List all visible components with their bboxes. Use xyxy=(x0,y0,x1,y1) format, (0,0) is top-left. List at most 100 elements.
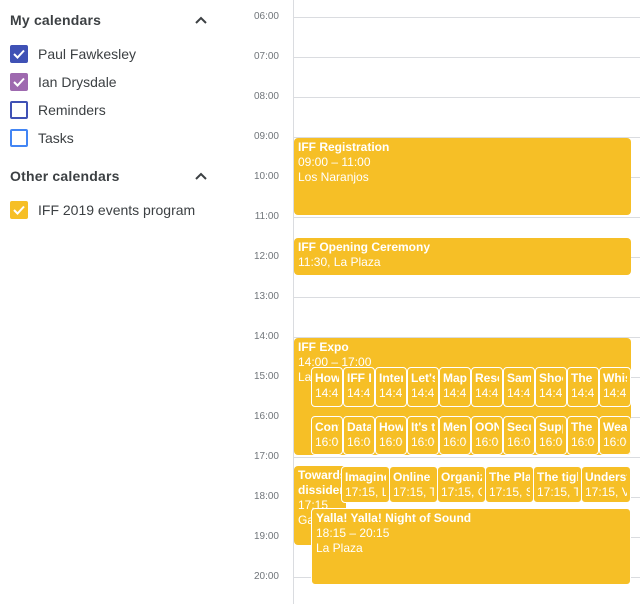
event-session[interactable]: Organiz 17:15, G xyxy=(437,466,486,503)
event-time: 14:45 xyxy=(411,386,435,400)
checkbox-checked-icon[interactable] xyxy=(10,73,28,91)
event-time: 17:15, T xyxy=(393,485,434,499)
event-title: IFF Registration xyxy=(298,140,390,154)
time-label: 18:00 xyxy=(253,491,279,502)
event-session[interactable]: Same 14:45 xyxy=(503,367,535,407)
calendar-item-label: Paul Fawkesley xyxy=(38,46,137,62)
event-title: OONI xyxy=(475,420,499,434)
event-session[interactable]: IFF D 14:45 xyxy=(343,367,375,407)
event-time: 16:00 xyxy=(443,435,467,449)
hour-line xyxy=(293,337,640,338)
event-time: 11:30, La Plaza xyxy=(298,255,381,269)
event-iff-opening-ceremony[interactable]: IFF Opening Ceremony 11:30, La Plaza xyxy=(294,238,631,275)
event-time: 18:15 – 20:15 xyxy=(316,526,390,540)
event-title: Shoo xyxy=(539,371,563,385)
chevron-up-icon[interactable] xyxy=(192,167,210,185)
calendar-item-label: Tasks xyxy=(38,130,74,146)
event-session[interactable]: Whis 14:45 xyxy=(599,367,631,407)
time-label: 15:00 xyxy=(253,371,279,382)
event-session[interactable]: How 14:45 xyxy=(311,367,343,407)
event-location: La xyxy=(298,370,312,384)
other-calendars-header[interactable]: Other calendars xyxy=(10,164,210,188)
event-session[interactable]: Resea 14:45 xyxy=(471,367,503,407)
event-session[interactable]: Shoo 14:45 xyxy=(535,367,567,407)
event-title: Same xyxy=(507,371,531,385)
checkbox-unchecked-icon[interactable] xyxy=(10,101,28,119)
event-time: 09:00 – 11:00 xyxy=(298,155,371,169)
event-session[interactable]: Imagine 17:15, L xyxy=(341,466,390,503)
event-session[interactable]: Supp 16:00 xyxy=(535,416,567,455)
event-time: 16:00 xyxy=(475,435,499,449)
event-session[interactable]: Secu 16:00 xyxy=(503,416,535,455)
time-label: 12:00 xyxy=(253,251,279,262)
event-time: 14:45 xyxy=(571,386,595,400)
time-label: 11:00 xyxy=(254,211,279,222)
event-session[interactable]: Mapp 14:45 xyxy=(439,367,471,407)
time-label: 20:00 xyxy=(253,571,279,582)
hour-line xyxy=(293,17,640,18)
event-session[interactable]: Intern 14:45 xyxy=(375,367,407,407)
event-location: Los Naranjos xyxy=(298,170,369,184)
checkbox-checked-icon[interactable] xyxy=(10,45,28,63)
event-session[interactable]: Weap 16:00 xyxy=(599,416,631,455)
calendar-sidebar: My calendars Paul Fawkesley Ian Drysdale… xyxy=(0,0,225,604)
time-label: 19:00 xyxy=(253,531,279,542)
event-session[interactable]: The n 16:00 xyxy=(567,416,599,455)
calendar-item-paul-fawkesley[interactable]: Paul Fawkesley xyxy=(10,42,210,66)
event-title: Resea xyxy=(475,371,499,385)
event-session[interactable]: Underst 17:15, V xyxy=(581,466,631,503)
event-session[interactable]: How 16:00 xyxy=(375,416,407,455)
calendar-item-ian-drysdale[interactable]: Ian Drysdale xyxy=(10,70,210,94)
time-label: 09:00 xyxy=(253,131,279,142)
event-session[interactable]: Cont 16:00 xyxy=(311,416,343,455)
event-time: 14:00 – 17:00 xyxy=(298,355,372,369)
event-time: 17:15, L xyxy=(345,485,386,499)
event-title: The c xyxy=(571,371,595,385)
event-session[interactable]: Let's 14:45 xyxy=(407,367,439,407)
hour-line xyxy=(293,97,640,98)
hour-line xyxy=(293,137,640,138)
event-title: Data xyxy=(347,420,371,434)
event-time: 17:15, S xyxy=(489,485,530,499)
event-session[interactable]: Men's 16:00 xyxy=(439,416,471,455)
event-time: 14:45 xyxy=(379,386,403,400)
chevron-up-icon[interactable] xyxy=(192,11,210,29)
event-title: Imagine xyxy=(345,470,386,484)
hour-line xyxy=(293,57,640,58)
calendar-item-iff-2019[interactable]: IFF 2019 events program xyxy=(10,198,210,222)
event-title: Organiz xyxy=(441,470,482,484)
event-session[interactable]: The Pla 17:15, S xyxy=(485,466,534,503)
event-session[interactable]: The tigh 17:15, T xyxy=(533,466,582,503)
my-calendars-header[interactable]: My calendars xyxy=(10,8,210,32)
event-iff-registration[interactable]: IFF Registration 09:00 – 11:00 Los Naran… xyxy=(294,138,631,215)
event-title: Yalla! Yalla! Night of Sound xyxy=(316,511,472,525)
event-title: IFF Expo xyxy=(298,340,349,354)
time-label: 14:00 xyxy=(253,331,279,342)
event-time: 16:00 xyxy=(315,435,339,449)
event-title: Underst xyxy=(585,470,627,484)
event-time: 16:00 xyxy=(347,435,371,449)
event-session[interactable]: Data 16:00 xyxy=(343,416,375,455)
calendar-item-reminders[interactable]: Reminders xyxy=(10,98,210,122)
event-session[interactable]: It's tr 16:00 xyxy=(407,416,439,455)
event-session[interactable]: OONI 16:00 xyxy=(471,416,503,455)
calendar-item-tasks[interactable]: Tasks xyxy=(10,126,210,150)
event-location: La Plaza xyxy=(316,541,363,555)
event-title: Cont xyxy=(315,420,339,434)
event-title: Men's xyxy=(443,420,467,434)
event-title: Whis xyxy=(603,371,627,385)
time-label: 17:00 xyxy=(253,451,279,462)
event-title: IFF D xyxy=(347,371,371,385)
other-calendars-title: Other calendars xyxy=(10,168,120,184)
event-time: 16:00 xyxy=(539,435,563,449)
calendar-item-label: Ian Drysdale xyxy=(38,74,117,90)
checkbox-unchecked-icon[interactable] xyxy=(10,129,28,147)
event-yalla-night-of-sound[interactable]: Yalla! Yalla! Night of Sound 18:15 – 20:… xyxy=(311,508,631,585)
checkbox-checked-icon[interactable] xyxy=(10,201,28,219)
event-session[interactable]: The c 14:45 xyxy=(567,367,599,407)
event-title: How xyxy=(315,371,339,385)
event-session[interactable]: Online h 17:15, T xyxy=(389,466,438,503)
event-title: Mapp xyxy=(443,371,467,385)
time-label: 07:00 xyxy=(253,51,279,62)
calendar-item-label: Reminders xyxy=(38,102,106,118)
